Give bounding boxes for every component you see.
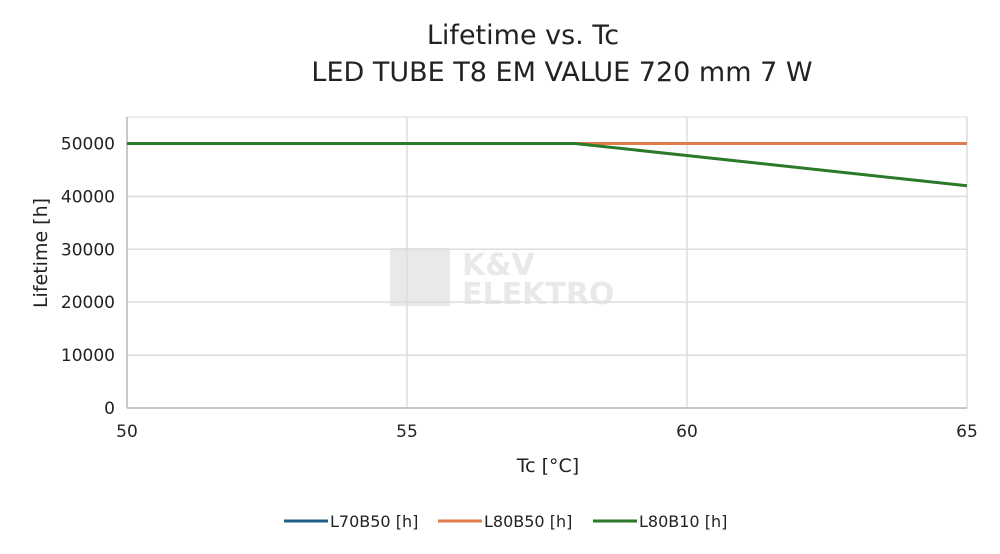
y-tick-label: 0 xyxy=(104,399,115,419)
y-tick-label: 40000 xyxy=(61,187,115,207)
legend: L70B50 [h] L80B50 [h] L80B10 [h] xyxy=(284,512,727,531)
chart-title: Lifetime vs. Tc xyxy=(427,20,619,51)
svg-text:K&V: K&V xyxy=(462,248,535,283)
svg-text:ELEKTRO: ELEKTRO xyxy=(462,277,614,312)
x-tick-label: 55 xyxy=(396,422,418,442)
y-tick-label: 10000 xyxy=(61,346,115,366)
y-tick-label: 30000 xyxy=(61,240,115,260)
legend-label: L70B50 [h] xyxy=(330,512,418,531)
y-tick-label: 50000 xyxy=(61,134,115,154)
x-axis-label: Tc [°C] xyxy=(516,455,579,477)
y-tick-label: 20000 xyxy=(61,293,115,313)
chart-subtitle: LED TUBE T8 EM VALUE 720 mm 7 W xyxy=(311,57,812,88)
x-tick-label: 50 xyxy=(116,422,138,442)
series-line-l80b10 xyxy=(127,141,968,188)
y-axis-label: Lifetime [h] xyxy=(30,198,52,308)
x-tick-label: 60 xyxy=(676,422,698,442)
watermark-logo: K&V ELEKTRO xyxy=(390,248,614,312)
legend-label: L80B10 [h] xyxy=(639,512,727,531)
plot-area xyxy=(126,116,968,409)
legend-label: L80B50 [h] xyxy=(484,512,572,531)
x-tick-label: 65 xyxy=(956,422,978,442)
